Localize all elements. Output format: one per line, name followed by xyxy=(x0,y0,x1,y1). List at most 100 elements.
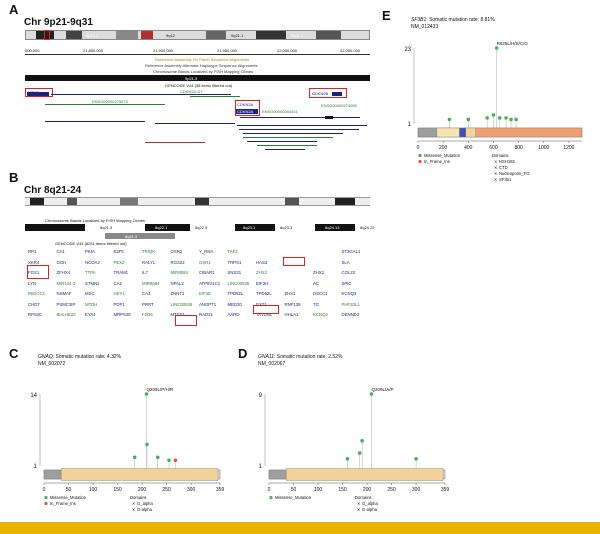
genome-browser-b[interactable]: Chromosome Bands Localized by FISH Mappi… xyxy=(25,197,374,327)
gene-label[interactable]: SPIC xyxy=(341,280,352,286)
gene-label[interactable]: RGS22 xyxy=(170,259,185,265)
gene-label[interactable]: HHLA1 xyxy=(284,312,299,317)
gene-label[interactable]: NCOA2 xyxy=(85,259,100,265)
legend-marker: ✕ xyxy=(494,171,497,176)
gene-label[interactable]: ZNNT1 xyxy=(170,291,185,296)
legend-dot xyxy=(418,159,422,164)
gene-label[interactable]: RP1 xyxy=(28,249,37,254)
gene-label[interactable]: NSMAF xyxy=(56,291,72,296)
gene-label[interactable]: TRPS1 xyxy=(227,259,242,265)
gene-label[interactable]: HAS2 xyxy=(256,259,268,265)
gene-label[interactable]: PRRT xyxy=(142,301,154,307)
gene-label[interactable]: TRAM1 xyxy=(113,270,129,275)
gene-label[interactable]: NPAL2 xyxy=(170,280,184,286)
gene-label[interactable]: ZHX2 xyxy=(256,270,267,275)
gene-label[interactable]: KCNQ3 xyxy=(313,312,328,317)
panel-d-nm: NM_002067 xyxy=(258,361,286,367)
gene-label[interactable]: TRIQK xyxy=(142,249,156,254)
gene-label[interactable]: MIR8084 xyxy=(142,280,160,286)
gene-label[interactable]: XKR4 xyxy=(28,259,40,265)
gene-label[interactable]: CA1 xyxy=(56,249,65,254)
mutation-dot xyxy=(369,392,374,396)
gene-label[interactable]: PDP1 xyxy=(113,301,125,307)
gene-label[interactable]: MIR8084 xyxy=(170,270,188,275)
gene-label[interactable]: DENND3 xyxy=(341,312,360,317)
gene-label[interactable]: MED30 xyxy=(227,301,242,307)
gene-label[interactable]: ZFHX4 xyxy=(56,270,71,275)
x-tick-label: 600 xyxy=(489,145,498,151)
gene-label[interactable]: PEX2 xyxy=(113,259,125,265)
legend-label: Missense_Mutation xyxy=(424,153,461,158)
panel-d-title: GNA11: Somatic mutation rate: 2.52% xyxy=(258,354,343,360)
gene-label[interactable]: BHLHE22 xyxy=(56,312,76,317)
domain-rect xyxy=(43,469,62,480)
gene-label[interactable]: EXT1 xyxy=(256,301,267,307)
gene-label[interactable]: LYN xyxy=(28,280,37,286)
gene-label[interactable]: OXR1 xyxy=(199,259,211,265)
gene-label[interactable]: MSC xyxy=(85,291,95,296)
gene-label[interactable]: LINC00536 xyxy=(227,280,250,286)
gene-label[interactable]: E2F5 xyxy=(113,249,124,254)
gene-label[interactable]: RPS20 xyxy=(28,312,42,317)
gene-label[interactable]: RAD21 xyxy=(199,312,213,317)
gene-label[interactable]: IL7 xyxy=(142,270,148,275)
gene-label[interactable]: TATDN1 xyxy=(256,312,273,317)
panel-e-label: E xyxy=(382,8,391,23)
gene-label[interactable]: ANGPT1 xyxy=(199,301,217,307)
gene-label[interactable]: Y_RNA xyxy=(199,249,214,254)
lollipop-plot-c[interactable]: 14 1 Q209L/P/H/R 0 50 100 150 200 250 300 359 Misse… xyxy=(20,380,230,520)
gene-label[interactable]: LINC00536 xyxy=(170,301,193,307)
gene-label[interactable]: TTPA xyxy=(85,270,96,275)
gene-label[interactable]: AARD xyxy=(227,312,240,317)
gene-label[interactable]: MTSS1 xyxy=(170,312,185,317)
gene-label[interactable]: RNF139 xyxy=(284,301,301,307)
gene-label[interactable]: RB1CC1 xyxy=(28,291,45,296)
gene-label[interactable]: CHD7 xyxy=(28,301,40,307)
gene-label[interactable]: ATP6V1C1 xyxy=(199,280,221,286)
gene-label[interactable]: ZHX2 xyxy=(313,270,324,275)
legend-marker: ✕ xyxy=(494,177,497,182)
gene-label[interactable]: ZHX1 xyxy=(284,291,296,296)
track-line: Reference Assembly Alternate Haplotype S… xyxy=(145,63,258,68)
gene-label[interactable]: COL22 xyxy=(341,270,356,275)
legend-label: G-alpha xyxy=(362,507,378,512)
gene-label[interactable]: EYA1 xyxy=(85,312,96,317)
gene-label[interactable]: CA2 xyxy=(113,280,122,286)
mutation-dot xyxy=(173,458,178,463)
gene-label[interactable]: MIR124-2 xyxy=(56,280,76,286)
gene-label[interactable]: EIF3E xyxy=(199,291,211,296)
mutation-dot xyxy=(167,458,171,463)
gene-label[interactable]: PHF20L1 xyxy=(341,301,360,307)
x-tick-label: 0 xyxy=(268,487,271,493)
gene-label[interactable]: RALYL xyxy=(142,259,156,265)
gene-label[interactable]: ST3GAL1 xyxy=(341,249,361,254)
gene-label[interactable]: KCNQ3 xyxy=(341,291,357,296)
gene-label[interactable]: AC xyxy=(313,280,319,286)
legend-label: In_Frame_Ins xyxy=(424,159,450,164)
gene-label[interactable]: CIBAR1 xyxy=(199,270,215,275)
cyto-band: 9q31.1 xyxy=(291,33,304,38)
gene-label[interactable]: GGH xyxy=(56,259,67,265)
gene-label[interactable]: MRPS28 xyxy=(113,312,131,317)
lollipop-plot-e[interactable]: 23 1 R625L/H/S/C/G 0 200 400 600 800 1000 1200 Mis… xyxy=(392,34,597,204)
gene-label[interactable]: PKIA xyxy=(85,249,95,254)
gene-label[interactable]: FZD6 xyxy=(142,312,153,317)
gene-label[interactable]: CA3 xyxy=(142,291,151,296)
gene-label[interactable]: MTDH xyxy=(85,301,98,307)
gene-label[interactable]: PSMC3IP xyxy=(56,301,76,307)
gene-label[interactable]: SNX31 xyxy=(227,270,242,275)
gene-label[interactable]: HEY1 xyxy=(113,291,125,296)
gene-label[interactable]: SLA xyxy=(341,259,350,265)
gene-label[interactable]: TPD52L xyxy=(256,291,272,296)
lollipop-plot-d[interactable]: 9 1 Q209L/A/P 0 50 100 150 200 250 300 359 Missense… xyxy=(245,380,455,520)
gene-label[interactable]: EIF3H xyxy=(256,280,269,286)
panel-c-nm: NM_002072 xyxy=(38,361,66,367)
gene-label[interactable]: TAF2 xyxy=(227,249,238,254)
genome-browser-a[interactable]: 9p13.3 9q12 9q21.1 9q31.1 000,000 21,850… xyxy=(25,30,370,158)
gene-label[interactable]: OSR2 xyxy=(170,249,183,254)
gene-label[interactable]: STMN2 xyxy=(85,280,100,286)
gene-label[interactable]: TPD52L xyxy=(227,291,244,296)
gene-label[interactable]: FGS1 xyxy=(28,270,40,275)
gene-label[interactable]: TG xyxy=(313,301,319,307)
gene-label[interactable]: DSCC1 xyxy=(313,291,328,296)
